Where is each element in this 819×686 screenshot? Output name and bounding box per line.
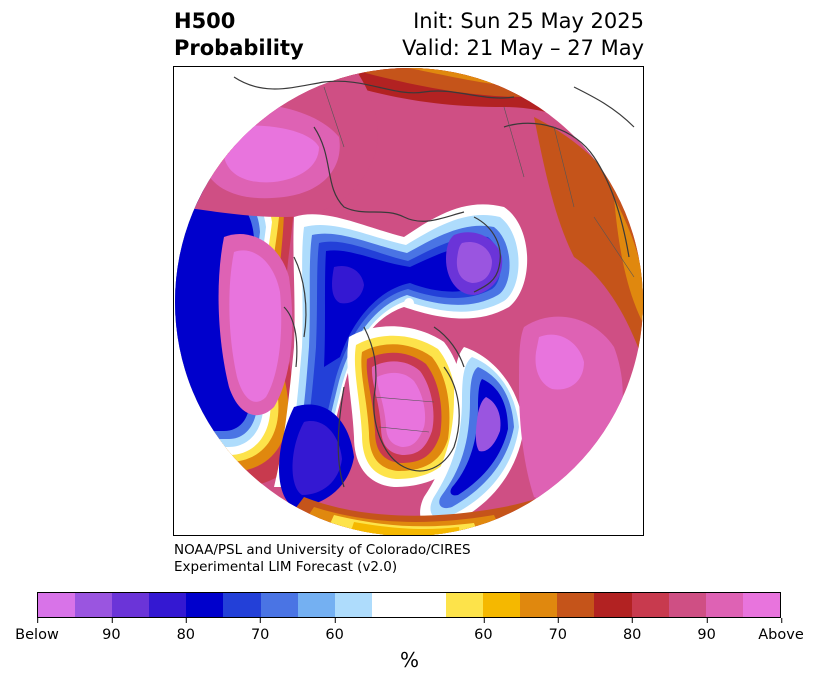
colorbar-ticks: Below 90 80 70 60 60 70 80 90 Above <box>15 618 804 643</box>
forecast-dates: Init: Sun 25 May 2025 Valid: 21 May – 27… <box>402 8 644 62</box>
colorbar <box>37 592 781 618</box>
colorbar-segment <box>75 593 113 617</box>
colorbar-tick-label: 70 <box>250 627 270 643</box>
colorbar-segment <box>112 593 150 617</box>
colorbar-tick-label: 80 <box>622 627 642 643</box>
colorbar-segment <box>260 593 298 617</box>
colorbar-segment <box>371 593 409 617</box>
credit-line-2: Experimental LIM Forecast (v2.0) <box>174 559 398 575</box>
probability-field <box>175 68 643 535</box>
colorbar-tick-label: 70 <box>548 627 568 643</box>
colorbar-segment <box>483 593 521 617</box>
colorbar-segment <box>594 593 632 617</box>
colorbar-tick-label: 80 <box>176 627 196 643</box>
colorbar-tick: 80 <box>177 618 195 643</box>
valid-range: Valid: 21 May – 27 May <box>402 36 644 60</box>
colorbar-segment <box>446 593 484 617</box>
colorbar-segment <box>334 593 372 617</box>
colorbar-segment <box>186 593 224 617</box>
colorbar-tick: Below <box>15 618 59 643</box>
colorbar-tick: Above <box>758 618 804 643</box>
credit-line-1: NOAA/PSL and University of Colorado/CIRE… <box>174 542 471 558</box>
colorbar-tick: 70 <box>549 618 567 643</box>
colorbar-tick-label: Below <box>15 627 59 643</box>
colorbar-segment <box>297 593 335 617</box>
colorbar-tick-label: Above <box>758 627 804 643</box>
colorbar-tick: 60 <box>474 618 493 643</box>
colorbar-tick: 60 <box>325 618 344 643</box>
colorbar-tick: 90 <box>102 618 121 643</box>
colorbar-tick: 70 <box>251 618 269 643</box>
colorbar-tick-label: 60 <box>474 627 493 643</box>
borders <box>323 86 635 433</box>
colorbar-segment <box>38 593 76 617</box>
title-variable: H500 <box>174 9 236 33</box>
colorbar-segment <box>408 593 447 617</box>
coastlines <box>233 76 635 488</box>
colorbar-segment <box>223 593 261 617</box>
colorbar-segment <box>557 593 595 617</box>
title-metric: Probability <box>174 36 304 60</box>
colorbar-segment <box>742 593 780 617</box>
polar-map <box>173 66 644 536</box>
colorbar-tick: 80 <box>623 618 641 643</box>
colorbar-tick-label: 90 <box>102 627 121 643</box>
colorbar-segment <box>705 593 743 617</box>
credit-text: NOAA/PSL and University of Colorado/CIRE… <box>174 542 471 576</box>
init-date: Init: Sun 25 May 2025 <box>413 9 644 33</box>
map-title: H500 Probability <box>174 8 304 62</box>
colorbar-segment <box>668 593 706 617</box>
colorbar-label: % <box>399 648 419 672</box>
colorbar-tick-label: 90 <box>697 627 716 643</box>
colorbar-segment <box>520 593 558 617</box>
colorbar-tick: 90 <box>697 618 716 643</box>
colorbar-segment <box>149 593 187 617</box>
colorbar-tick-label: 60 <box>325 627 344 643</box>
colorbar-segment <box>631 593 669 617</box>
